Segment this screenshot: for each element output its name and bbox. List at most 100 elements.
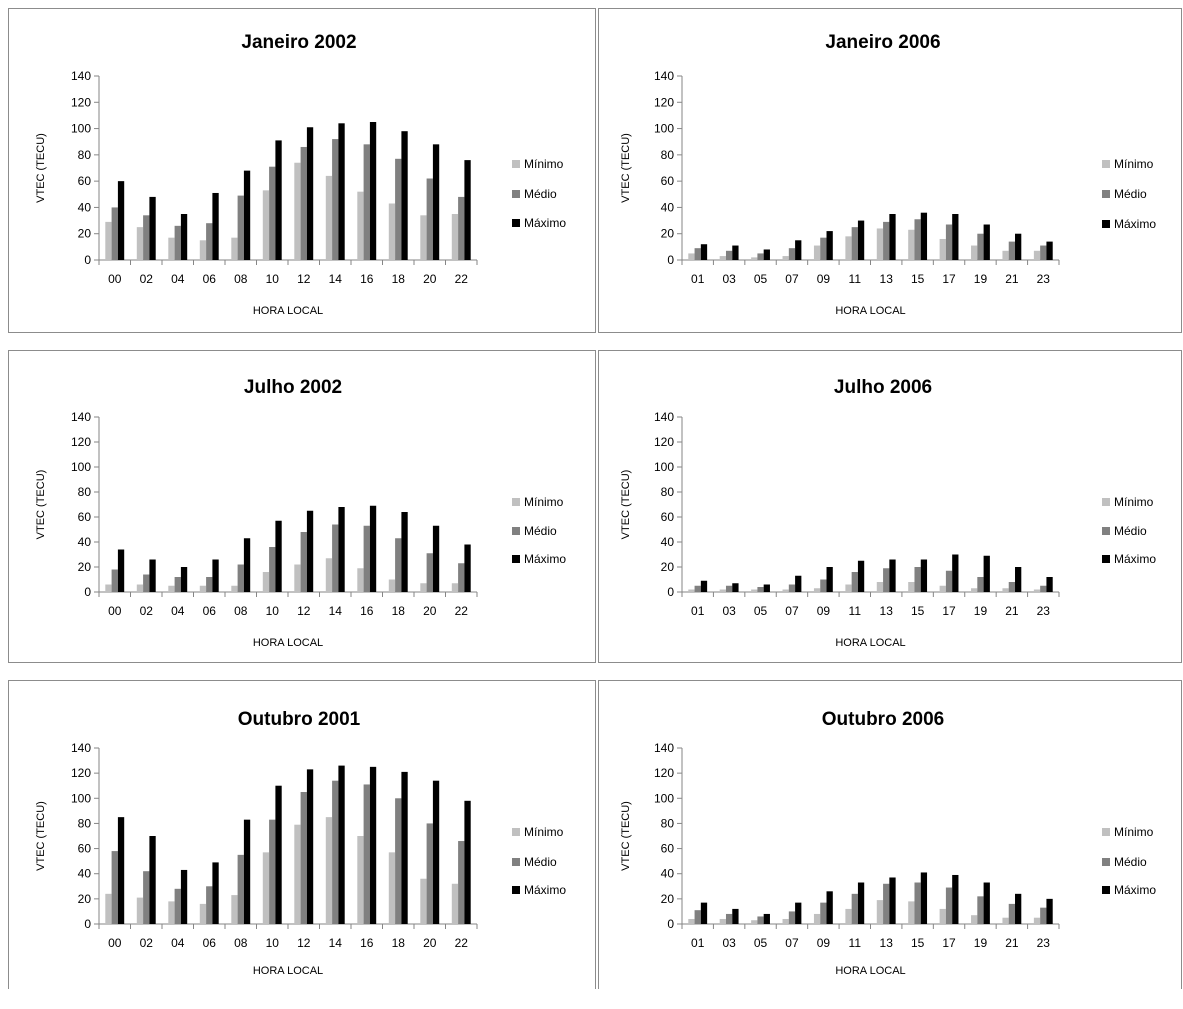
bar-medio-22 (458, 197, 464, 260)
y-tick-label: 0 (667, 585, 674, 599)
bar-maximo-08 (244, 171, 250, 260)
x-tick-label: 18 (392, 936, 406, 950)
legend-swatch-maximo (512, 219, 520, 227)
bar-medio-18 (395, 159, 401, 260)
y-tick-label: 40 (78, 867, 92, 881)
chart-svg: Outubro 2001 0 20 40 60 80 100 120 140 00 02 04 06 08… (9, 681, 595, 1009)
bar-maximo-17 (952, 875, 958, 924)
x-tick-label: 09 (817, 936, 831, 950)
y-tick-label: 40 (78, 200, 92, 214)
bar-medio-17 (946, 888, 952, 924)
bar-minimo-05 (751, 257, 757, 260)
y-tick-label: 0 (667, 253, 674, 267)
legend-label-minimo: Mínimo (524, 157, 564, 171)
bar-maximo-08 (244, 820, 250, 924)
bar-minimo-09 (814, 246, 820, 260)
bar-medio-06 (206, 223, 212, 260)
y-tick-label: 60 (78, 174, 92, 188)
legend-label-minimo: Mínimo (1114, 495, 1154, 509)
bar-medio-07 (789, 911, 795, 924)
chart-svg: Janeiro 2006 0 20 40 60 80 100 120 140 01 03 05 07 09… (599, 9, 1181, 352)
legend-label-medio: Médio (1114, 524, 1147, 538)
bar-maximo-05 (764, 914, 770, 924)
bar-medio-21 (1009, 242, 1015, 260)
x-tick-label: 16 (360, 936, 374, 950)
bar-maximo-20 (433, 526, 439, 592)
x-tick-label: 15 (911, 272, 925, 286)
bar-maximo-22 (464, 801, 470, 924)
bar-minimo-06 (200, 240, 206, 260)
chart-svg: Outubro 2006 0 20 40 60 80 100 120 140 01 03 05 07 09… (599, 681, 1181, 1009)
y-tick-label: 80 (78, 816, 92, 830)
y-tick-label: 120 (71, 766, 91, 780)
x-tick-label: 15 (911, 936, 925, 950)
bar-maximo-16 (370, 767, 376, 924)
y-tick-label: 100 (71, 460, 91, 474)
y-tick-label: 0 (84, 253, 91, 267)
bar-maximo-01 (701, 903, 707, 924)
bar-maximo-14 (338, 766, 344, 924)
bar-minimo-17 (940, 586, 946, 592)
bar-medio-11 (852, 572, 858, 592)
bar-minimo-18 (389, 203, 395, 260)
legend-swatch-maximo (1102, 886, 1110, 894)
legend-swatch-medio (1102, 858, 1110, 866)
y-tick-label: 120 (71, 95, 91, 109)
bar-minimo-05 (751, 920, 757, 924)
bar-minimo-01 (688, 919, 694, 924)
bar-maximo-20 (433, 781, 439, 924)
x-tick-label: 09 (817, 604, 831, 618)
bar-maximo-12 (307, 769, 313, 924)
bar-medio-08 (238, 855, 244, 924)
bar-minimo-13 (877, 900, 883, 924)
x-axis-label: HORA LOCAL (835, 637, 905, 649)
bar-medio-03 (726, 914, 732, 924)
x-tick-label: 18 (392, 604, 406, 618)
bar-maximo-15 (921, 560, 927, 593)
bar-minimo-04 (168, 238, 174, 260)
bar-maximo-21 (1015, 894, 1021, 924)
bar-minimo-08 (231, 895, 237, 924)
bar-minimo-15 (908, 901, 914, 924)
x-tick-label: 04 (171, 936, 185, 950)
bar-medio-11 (852, 227, 858, 260)
bar-medio-01 (695, 910, 701, 924)
bar-maximo-12 (307, 127, 313, 260)
x-tick-label: 17 (942, 604, 956, 618)
x-tick-label: 13 (880, 936, 894, 950)
bar-maximo-07 (795, 240, 801, 260)
bar-medio-15 (914, 567, 920, 592)
y-tick-label: 40 (661, 867, 675, 881)
y-tick-label: 140 (71, 69, 91, 83)
bar-maximo-23 (1046, 899, 1052, 924)
x-tick-label: 11 (849, 936, 862, 950)
bar-maximo-00 (118, 550, 124, 593)
legend-label-minimo: Mínimo (524, 495, 564, 509)
bar-medio-16 (364, 144, 370, 260)
x-tick-label: 04 (171, 604, 185, 618)
x-tick-label: 08 (234, 936, 248, 950)
bar-medio-23 (1040, 908, 1046, 924)
bar-medio-12 (301, 147, 307, 260)
y-tick-label: 140 (71, 410, 91, 424)
bar-maximo-03 (732, 583, 738, 592)
bar-maximo-09 (827, 231, 833, 260)
bar-minimo-14 (326, 558, 332, 592)
chart-svg: Julho 2002 0 20 40 60 80 100 120 140 00 02 04 06 08 10… (9, 351, 595, 682)
bar-minimo-23 (1034, 590, 1040, 593)
bar-minimo-15 (908, 230, 914, 260)
bar-maximo-01 (701, 581, 707, 592)
bar-medio-16 (364, 784, 370, 924)
x-tick-label: 20 (423, 272, 437, 286)
x-tick-label: 23 (1037, 936, 1051, 950)
x-axis-label: HORA LOCAL (253, 305, 323, 317)
bar-medio-09 (820, 903, 826, 924)
y-tick-label: 100 (71, 122, 91, 136)
y-axis-label: VTEC (TECU) (620, 470, 632, 540)
bar-medio-18 (395, 798, 401, 924)
y-tick-label: 80 (78, 485, 92, 499)
y-tick-label: 100 (654, 122, 674, 136)
bar-medio-09 (820, 238, 826, 260)
bar-medio-19 (977, 577, 983, 592)
y-tick-label: 20 (661, 227, 675, 241)
